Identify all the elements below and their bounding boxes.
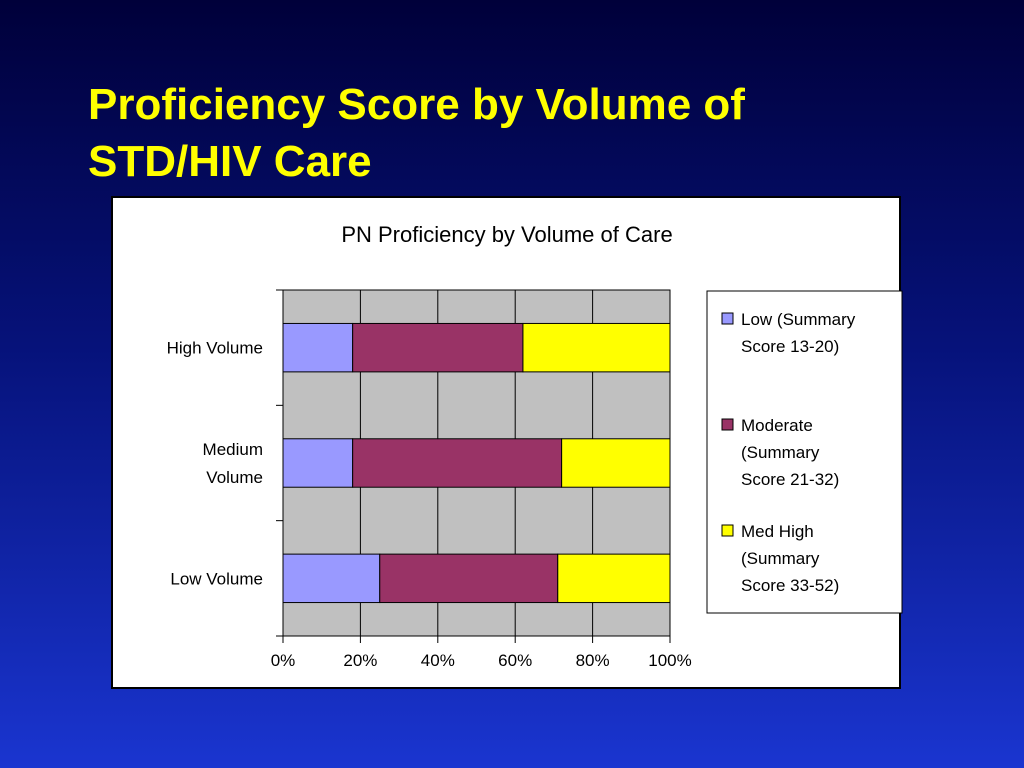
bar-segment	[282, 553, 381, 604]
category-label: High Volume	[167, 339, 263, 358]
legend-label-line: Moderate	[741, 416, 813, 435]
legend-label-line: (Summary	[741, 443, 820, 462]
legend-box	[706, 290, 903, 614]
bar-segment	[352, 322, 524, 373]
legend-swatch	[721, 418, 734, 431]
category-label: Medium Volume	[203, 440, 263, 487]
chart-title: PN Proficiency by Volume of Care	[341, 222, 672, 247]
bar-segment	[522, 322, 671, 373]
slide-title-line-2: STD/HIV Care	[88, 137, 372, 186]
slide-title-line-1: Proficiency Score by Volume of	[88, 80, 745, 129]
legend-label-line: (Summary	[741, 549, 820, 568]
legend-label-line: Score 21-32)	[741, 470, 839, 489]
x-tick-label: 60%	[498, 651, 532, 670]
category-label-line: Low Volume	[170, 569, 263, 588]
category-label-line: Medium	[203, 440, 263, 459]
bar-segment	[379, 553, 559, 604]
category-label-line: High Volume	[167, 339, 263, 358]
bar-segment	[557, 553, 671, 604]
legend-label: Med High (Summary Score 33-52)	[741, 522, 839, 595]
x-tick-label: 80%	[576, 651, 610, 670]
chart-legend: Low (Summary Score 13-20) Moderate (Summary…	[706, 290, 903, 614]
legend-label-line: Med High	[741, 522, 814, 541]
chart-container: PN Proficiency by Volume of Care Low Vol…	[111, 196, 903, 689]
legend-label: Moderate (Summary Score 21-32)	[741, 416, 839, 489]
bar-segment	[282, 438, 354, 488]
stacked-bar-chart: PN Proficiency by Volume of Care Low Vol…	[167, 222, 903, 670]
x-tick-label: 40%	[421, 651, 455, 670]
bar-segment	[282, 322, 354, 373]
category-label: Low Volume	[170, 569, 263, 588]
bar-segment	[352, 438, 563, 488]
legend-label-line: Score 13-20)	[741, 337, 839, 356]
legend-swatch	[721, 524, 734, 537]
legend-swatch	[721, 312, 734, 325]
x-tick-label: 0%	[271, 651, 296, 670]
x-tick-label: 20%	[343, 651, 377, 670]
slide-title: Proficiency Score by Volume of STD/HIV C…	[88, 76, 968, 190]
legend-label-line: Score 33-52)	[741, 576, 839, 595]
legend-label: Low (Summary Score 13-20)	[741, 310, 856, 356]
legend-label-line: Low (Summary	[741, 310, 856, 329]
bar-segment	[561, 438, 671, 488]
category-label-line: Volume	[206, 468, 263, 487]
plot-area: Low Volume Medium Volume High Volume 0% 20% 40…	[167, 289, 692, 670]
x-tick-label: 100%	[648, 651, 691, 670]
